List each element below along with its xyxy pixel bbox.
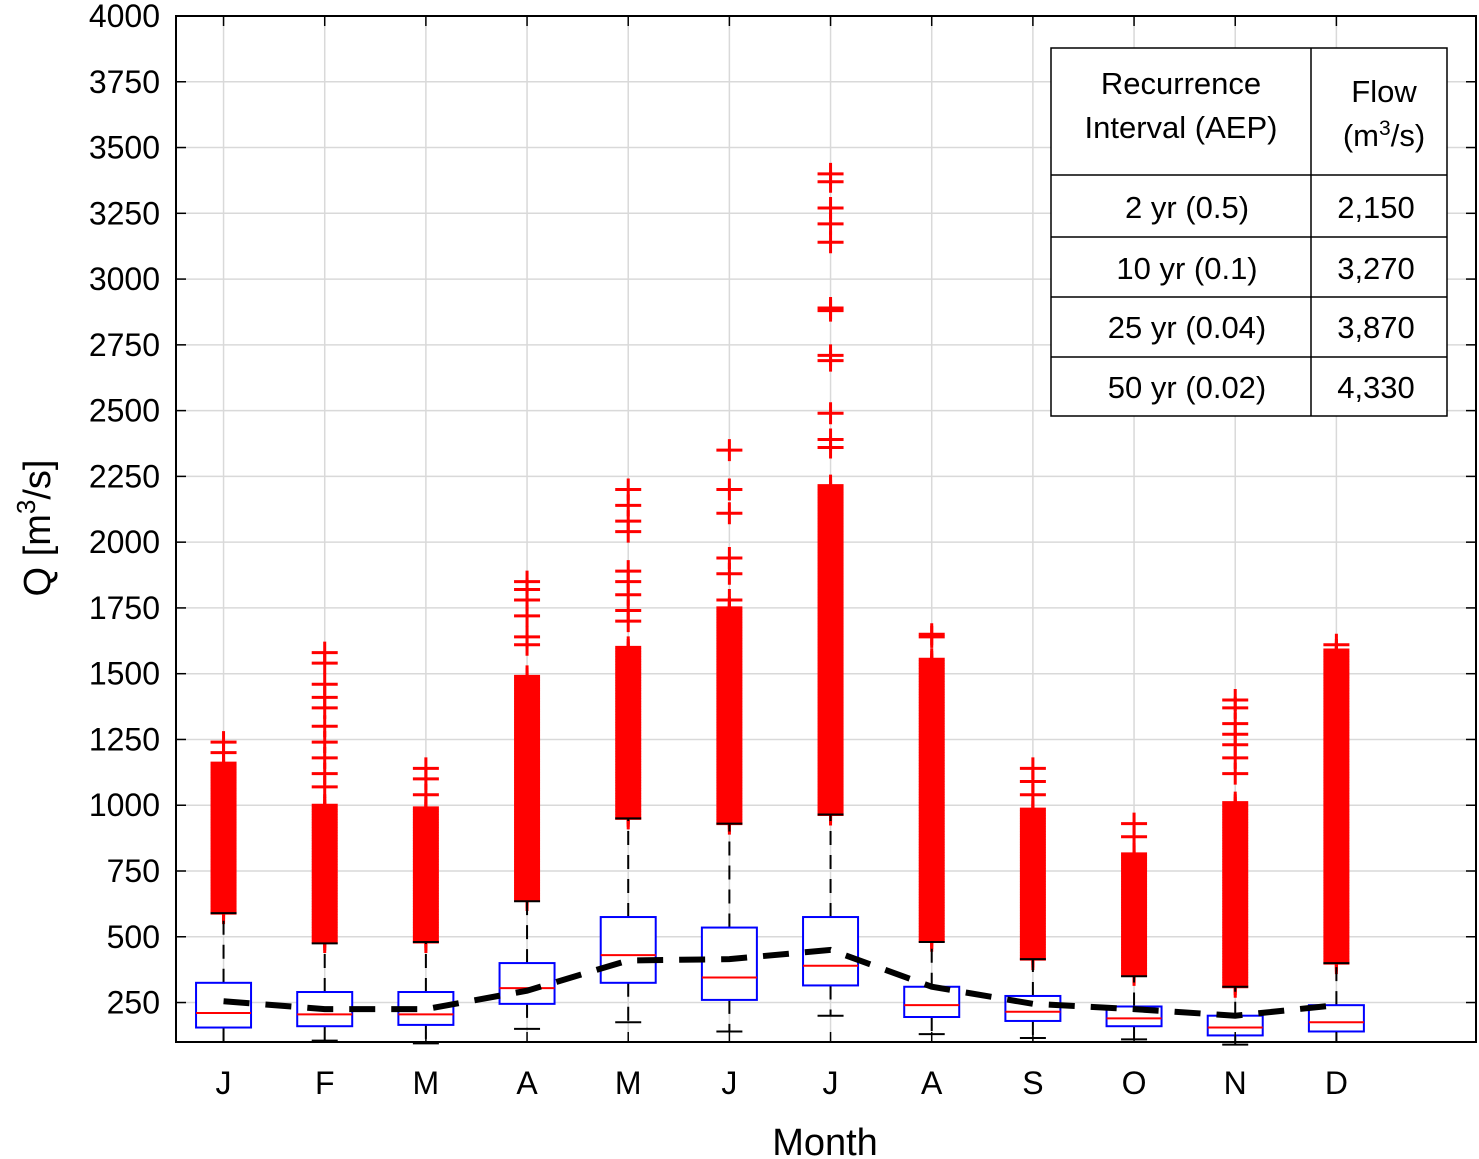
x-tick-label: S [1022, 1065, 1043, 1101]
outlier-marker [615, 636, 642, 659]
box [599, 916, 657, 984]
table-header-interval-line1: Recurrence [1101, 66, 1261, 101]
y-axis-title-main: Q [m [17, 514, 59, 596]
tick-labels: 250 500 750 1000 1250 1500 1750 2000 2250 2500 275… [89, 0, 1348, 1101]
y-tick-label: 1250 [89, 721, 160, 757]
x-tick-label: M [615, 1065, 642, 1101]
x-tick-label: D [1325, 1065, 1348, 1101]
y-tick-label: 3250 [89, 195, 160, 231]
outlier-marker [311, 715, 338, 738]
table-header-flow-line2: (m3/s) [1343, 117, 1425, 154]
table-row-flow: 4,330 [1337, 370, 1415, 405]
outlier-marker [311, 673, 338, 696]
y-tick-label: 1750 [89, 590, 160, 626]
y-tick-label: 2750 [89, 327, 160, 363]
box [498, 962, 556, 1005]
x-tick-label: J [216, 1065, 232, 1101]
axes [175, 15, 1477, 1043]
recurrence-table: Recurrence Interval (AEP) Flow (m3/s) 2 … [1050, 47, 1448, 417]
outlier-marker [817, 197, 844, 220]
outlier-marker [716, 546, 743, 569]
y-tick-label: 2000 [89, 524, 160, 560]
outlier-marker [311, 794, 338, 817]
outlier-marker [716, 439, 743, 462]
x-tick-label: N [1224, 1065, 1247, 1101]
outlier-marker [817, 402, 844, 425]
mean-line-group [223, 946, 1337, 1019]
outlier-marker [311, 641, 338, 664]
outlier-marker [716, 589, 743, 612]
table-header-flow-line1: Flow [1351, 74, 1417, 109]
flow-unit-post: /s) [1391, 118, 1425, 153]
outlier-marker [1323, 633, 1350, 656]
y-tick-label: 4000 [89, 0, 160, 34]
table-row-interval: 2 yr (0.5) [1125, 190, 1249, 225]
outlier-marker [615, 478, 642, 501]
x-tick-label: F [315, 1065, 335, 1101]
y-tick-label: 500 [107, 919, 160, 955]
y-tick-label: 750 [107, 853, 160, 889]
outlier-marker [514, 625, 541, 648]
outlier-marker [716, 502, 743, 525]
outlier-marker [1121, 812, 1148, 835]
x-axis-title: Month [772, 1122, 878, 1159]
outlier-marker [918, 623, 945, 646]
outlier-marker [210, 731, 237, 754]
y-tick-label: 1000 [89, 787, 160, 823]
table-row-flow: 3,270 [1337, 251, 1415, 286]
y-axis-title-sup: 3 [11, 500, 41, 514]
outlier-marker [514, 570, 541, 593]
y-tick-label: 2500 [89, 393, 160, 429]
x-tick-label: M [413, 1065, 440, 1101]
outlier-marker [1019, 757, 1046, 780]
outlier-marker [817, 162, 844, 185]
table-row-flow: 3,870 [1337, 310, 1415, 345]
table-row-interval: 50 yr (0.02) [1108, 370, 1267, 405]
x-tick-label: O [1122, 1065, 1147, 1101]
table-header-interval-line2: Interval (AEP) [1085, 110, 1278, 145]
x-tick-label: J [823, 1065, 839, 1101]
y-tick-label: 3000 [89, 261, 160, 297]
outlier-marker [817, 344, 844, 367]
outlier-marker [615, 560, 642, 583]
y-tick-label: 2250 [89, 458, 160, 494]
box [700, 926, 758, 1001]
mean-line [223, 946, 1337, 1019]
table-row-flow: 2,150 [1337, 190, 1415, 225]
flow-unit-pre: (m [1343, 118, 1379, 153]
table-row-interval: 10 yr (0.1) [1116, 251, 1257, 286]
box [903, 985, 961, 1019]
outlier-markers [210, 162, 1350, 998]
plot-frame [175, 15, 1477, 1043]
outlier-marker [817, 297, 844, 320]
outlier-marker [1222, 791, 1249, 814]
x-tick-label: A [921, 1065, 943, 1101]
y-axis-title-tail: /s] [17, 460, 59, 500]
y-tick-label: 3750 [89, 64, 160, 100]
y-tick-label: 3500 [89, 130, 160, 166]
y-tick-label: 1500 [89, 656, 160, 692]
flow-unit-sup: 3 [1379, 117, 1391, 140]
outlier-marker [716, 478, 743, 501]
y-axis-title: Q [m3/s] [11, 460, 59, 597]
outlier-marker [817, 231, 844, 254]
table-row-interval: 25 yr (0.04) [1108, 310, 1267, 345]
x-tick-label: J [721, 1065, 737, 1101]
outlier-marker [918, 648, 945, 671]
outlier-marker [514, 665, 541, 688]
outlier-marker [412, 757, 439, 780]
y-tick-label: 250 [107, 985, 160, 1021]
outlier-marker [817, 474, 844, 497]
x-tick-label: A [516, 1065, 538, 1101]
outlier-marker [1222, 689, 1249, 711]
outlier-marker [817, 428, 844, 451]
